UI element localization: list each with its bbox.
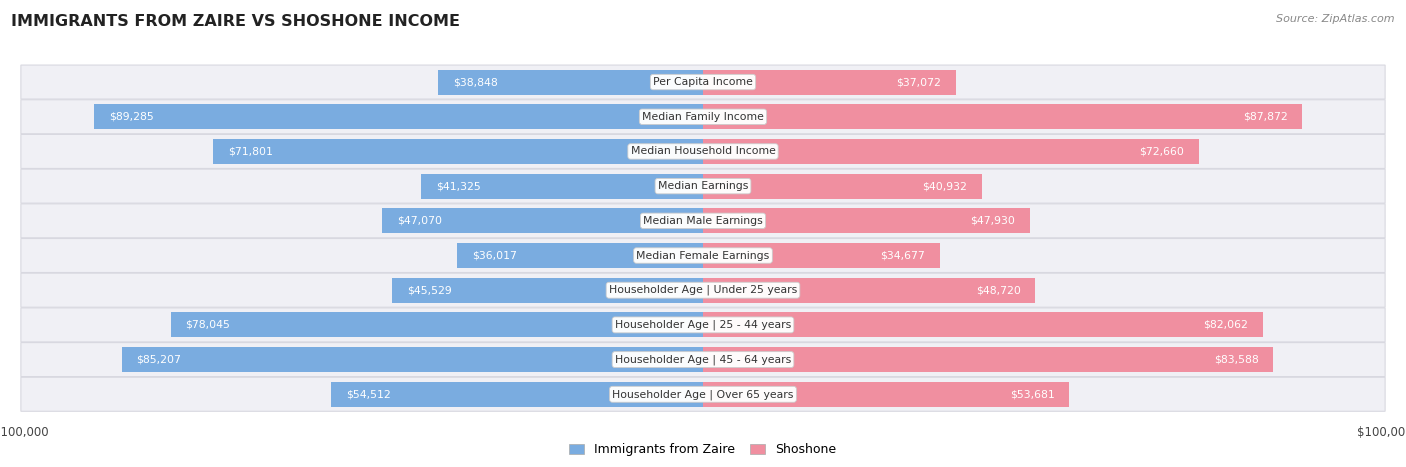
FancyBboxPatch shape: [21, 343, 1385, 376]
Text: Householder Age | Over 65 years: Householder Age | Over 65 years: [612, 389, 794, 400]
Bar: [703, 347, 1274, 372]
Text: Median Household Income: Median Household Income: [630, 147, 776, 156]
Bar: [94, 104, 703, 129]
Text: $72,660: $72,660: [1139, 147, 1184, 156]
FancyBboxPatch shape: [21, 134, 1385, 169]
Text: $89,285: $89,285: [108, 112, 153, 122]
Text: $54,512: $54,512: [346, 389, 391, 399]
Text: $87,872: $87,872: [1243, 112, 1288, 122]
Bar: [703, 70, 956, 94]
Bar: [457, 243, 703, 268]
Text: IMMIGRANTS FROM ZAIRE VS SHOSHONE INCOME: IMMIGRANTS FROM ZAIRE VS SHOSHONE INCOME: [11, 14, 460, 29]
Text: $36,017: $36,017: [472, 250, 517, 261]
Bar: [122, 347, 703, 372]
Text: Median Female Earnings: Median Female Earnings: [637, 250, 769, 261]
Bar: [703, 104, 1302, 129]
Bar: [422, 174, 703, 198]
Bar: [703, 243, 939, 268]
FancyBboxPatch shape: [21, 239, 1385, 273]
Text: Per Capita Income: Per Capita Income: [652, 77, 754, 87]
Text: $45,529: $45,529: [408, 285, 451, 295]
Bar: [703, 278, 1035, 303]
Text: $82,062: $82,062: [1204, 320, 1249, 330]
Text: Source: ZipAtlas.com: Source: ZipAtlas.com: [1277, 14, 1395, 24]
FancyBboxPatch shape: [21, 377, 1385, 411]
Text: $47,930: $47,930: [970, 216, 1015, 226]
Bar: [382, 208, 703, 234]
Text: Median Male Earnings: Median Male Earnings: [643, 216, 763, 226]
Legend: Immigrants from Zaire, Shoshone: Immigrants from Zaire, Shoshone: [564, 439, 842, 461]
Bar: [703, 312, 1263, 337]
FancyBboxPatch shape: [21, 273, 1385, 307]
FancyBboxPatch shape: [21, 65, 1385, 99]
Bar: [170, 312, 703, 337]
Bar: [703, 139, 1199, 164]
Text: Householder Age | Under 25 years: Householder Age | Under 25 years: [609, 285, 797, 296]
Bar: [439, 70, 703, 94]
FancyBboxPatch shape: [21, 100, 1385, 134]
Text: $85,207: $85,207: [136, 354, 181, 365]
Text: $48,720: $48,720: [976, 285, 1021, 295]
Bar: [332, 382, 703, 407]
Text: Median Family Income: Median Family Income: [643, 112, 763, 122]
Text: $83,588: $83,588: [1213, 354, 1258, 365]
FancyBboxPatch shape: [21, 308, 1385, 342]
Text: Householder Age | 25 - 44 years: Householder Age | 25 - 44 years: [614, 319, 792, 330]
Bar: [392, 278, 703, 303]
Bar: [703, 174, 983, 198]
Text: Householder Age | 45 - 64 years: Householder Age | 45 - 64 years: [614, 354, 792, 365]
Text: $53,681: $53,681: [1010, 389, 1054, 399]
Bar: [703, 208, 1031, 234]
Bar: [703, 382, 1069, 407]
Text: $38,848: $38,848: [453, 77, 498, 87]
FancyBboxPatch shape: [21, 204, 1385, 238]
Text: $71,801: $71,801: [228, 147, 273, 156]
Text: $41,325: $41,325: [436, 181, 481, 191]
Text: $37,072: $37,072: [896, 77, 941, 87]
Text: $40,932: $40,932: [922, 181, 967, 191]
Bar: [214, 139, 703, 164]
FancyBboxPatch shape: [21, 169, 1385, 203]
Text: $34,677: $34,677: [880, 250, 925, 261]
Text: Median Earnings: Median Earnings: [658, 181, 748, 191]
Text: $47,070: $47,070: [396, 216, 441, 226]
Text: $78,045: $78,045: [186, 320, 231, 330]
